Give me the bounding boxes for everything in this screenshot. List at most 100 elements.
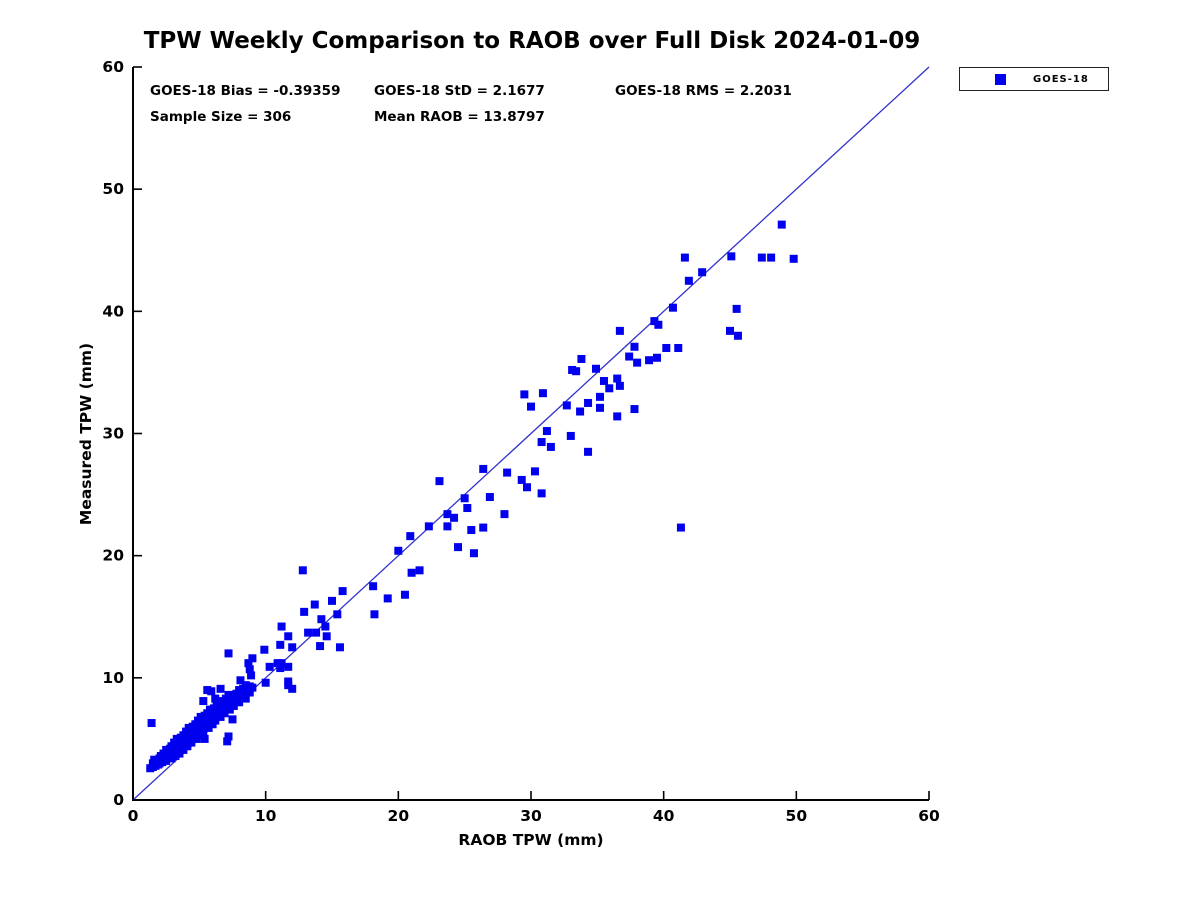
scatter-point — [777, 220, 786, 229]
y-axis-label: Measured TPW (mm) — [77, 342, 95, 526]
scatter-point — [147, 719, 156, 728]
scatter-point — [284, 662, 293, 671]
scatter-point — [333, 610, 342, 619]
scatter-point — [530, 467, 539, 476]
scatter-point — [400, 590, 409, 599]
scatter-point — [680, 253, 689, 262]
scatter-point — [562, 401, 571, 410]
scatter-point — [277, 659, 286, 668]
scatter-point — [584, 398, 593, 407]
x-tick-label: 40 — [653, 807, 675, 825]
scatter-point — [469, 549, 478, 558]
scatter-point — [328, 596, 336, 605]
scatter-point — [424, 522, 433, 531]
x-tick-label: 10 — [255, 807, 277, 825]
chart-title: TPW Weekly Comparison to RAOB over Full … — [143, 28, 921, 54]
scatter-point — [595, 403, 604, 412]
scatter-point — [613, 412, 622, 421]
scatter-point — [236, 676, 245, 685]
scatter-point — [216, 684, 225, 693]
scatter-point — [599, 376, 608, 385]
scatter-point — [276, 664, 285, 673]
scatter-point — [241, 694, 250, 703]
y-tick-label: 0 — [113, 791, 124, 809]
scatter-point — [443, 522, 452, 531]
y-tick-label: 20 — [102, 547, 124, 565]
scatter-point — [310, 600, 319, 609]
scatter-point — [443, 510, 452, 519]
scatter-point — [592, 364, 601, 373]
scatter-point — [615, 381, 624, 390]
scatter-point — [479, 523, 488, 532]
stat-bias: GOES-18 Bias = -0.39359 — [150, 83, 341, 99]
scatter-point — [288, 643, 297, 652]
scatter-point — [406, 532, 415, 541]
scatter-point — [265, 662, 274, 671]
scatter-point — [733, 331, 742, 340]
scatter-point — [577, 354, 586, 363]
scatter-point — [542, 427, 551, 436]
scatter-point — [674, 343, 683, 352]
scatter-point — [662, 343, 671, 352]
scatter-point — [479, 464, 488, 473]
scatter-point — [260, 645, 269, 654]
scatter-point — [216, 712, 225, 721]
scatter-point — [727, 252, 736, 261]
scatter-point — [288, 684, 297, 693]
legend-box: GOES-18 — [959, 67, 1109, 91]
scatter-point — [228, 715, 237, 724]
legend-marker-icon — [995, 73, 1006, 85]
scatter-point — [527, 402, 535, 411]
x-tick-label: 0 — [128, 807, 139, 825]
scatter-point — [615, 326, 624, 335]
scatter-point — [223, 737, 232, 746]
scatter-point — [322, 632, 331, 641]
scatter-point — [500, 510, 509, 519]
scatter-point — [625, 352, 634, 361]
scatter-point — [633, 358, 642, 367]
scatter-point — [630, 342, 639, 351]
scatter-point — [284, 677, 293, 686]
scatter-point — [276, 640, 285, 649]
scatter-point — [277, 622, 286, 631]
scatter-point — [605, 384, 614, 393]
scatter-point — [517, 475, 526, 484]
scatter-point — [225, 705, 234, 714]
scatter-point — [566, 431, 575, 440]
scatter-point — [668, 303, 677, 312]
scatter-point — [676, 523, 685, 532]
scatter-point — [394, 546, 403, 555]
scatter-point — [546, 442, 555, 451]
x-axis-label: RAOB TPW (mm) — [458, 831, 604, 849]
scatter-point — [653, 353, 662, 362]
scatter-point — [630, 405, 639, 414]
scatter-point — [595, 392, 604, 401]
scatter-point — [235, 698, 244, 707]
scatter-point — [321, 622, 330, 631]
scatter-point — [248, 654, 257, 663]
scatter-point — [435, 477, 444, 486]
scatter-point — [300, 607, 309, 616]
y-tick-label: 60 — [102, 58, 124, 76]
scatter-point — [154, 760, 163, 769]
x-tick-label: 60 — [918, 807, 940, 825]
scatter-point — [245, 665, 254, 674]
scatter-point — [789, 254, 798, 263]
scatter-point — [503, 468, 512, 477]
scatter-point — [192, 734, 201, 743]
scatter-point — [732, 304, 741, 313]
scatter-point — [537, 438, 546, 447]
stat-rms: GOES-18 RMS = 2.2031 — [615, 83, 792, 99]
scatter-point — [415, 566, 424, 575]
scatter-point — [520, 390, 529, 399]
scatter-point — [244, 659, 253, 668]
scatter-point — [726, 326, 734, 335]
y-tick-label: 30 — [102, 425, 124, 443]
scatter-point — [304, 628, 313, 637]
scatter-point — [284, 632, 293, 641]
scatter-point — [298, 566, 307, 575]
scatter-point — [613, 374, 622, 383]
scatter-point — [261, 678, 270, 687]
x-tick-label: 20 — [388, 807, 410, 825]
